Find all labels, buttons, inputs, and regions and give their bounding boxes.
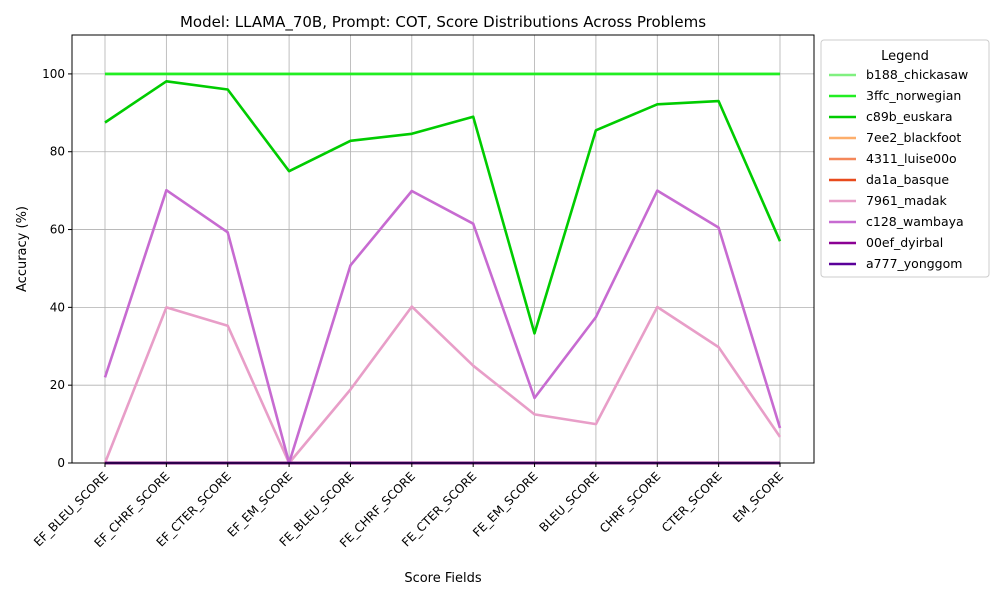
chart-title: Model: LLAMA_70B, Prompt: COT, Score Dis… [180,13,706,32]
series-line-c89b_euskara [104,80,782,335]
legend-entry-c128_wambaya: c128_wambaya [866,214,964,229]
plot-area [71,34,815,464]
y-axis: 0 20 40 60 80 100 [42,67,72,470]
x-axis: EF_BLEU_SCOREEF_CHRF_SCOREEF_CTER_SCOREE… [31,463,786,550]
legend-entry-4311_luise00o: 4311_luise00o [866,151,957,166]
series-line-c128_wambaya [103,188,782,465]
legend-entry-3ffc_norwegian: 3ffc_norwegian [866,88,961,103]
x-tick-label: EF_EM_SCORE [225,469,296,540]
y-tick-label: 20 [50,378,65,392]
grid-lines [72,35,814,464]
legend: Legend b188_chickasaw 3ffc_norwegian c89b_… [820,39,990,278]
legend-entry-7961_madak: 7961_madak [866,193,947,208]
x-tick-label: FE_EM_SCORE [470,469,541,540]
y-tick-label: 60 [50,223,65,237]
legend-entry-da1a_basque: da1a_basque [866,172,949,187]
series-line-7961_madak [103,305,782,465]
x-tick-label: CTER_SCORE [659,469,725,535]
y-axis-label: Accuracy (%) [15,206,30,292]
series-lines [103,72,782,465]
x-axis-label: Score Fields [404,571,482,586]
x-tick-label: BLEU_SCORE [537,469,603,535]
legend-entry-c89b_euskara: c89b_euskara [866,109,953,124]
y-tick-label: 0 [57,456,65,470]
legend-box [820,39,990,278]
legend-title: Legend [881,49,929,64]
x-tick-label: EM_SCORE [730,469,786,525]
legend-entry-b188_chickasaw: b188_chickasaw [866,67,968,82]
legend-entry-a777_yonggom: a777_yonggom [866,256,962,271]
y-tick-label: 100 [42,67,65,81]
x-tick-label: CHRF_SCORE [597,469,663,535]
y-tick-label: 40 [50,300,65,314]
legend-entry-00ef_dyirbal: 00ef_dyirbal [866,235,943,250]
legend-entry-7ee2_blackfoot: 7ee2_blackfoot [866,130,961,145]
y-tick-label: 80 [50,145,65,159]
